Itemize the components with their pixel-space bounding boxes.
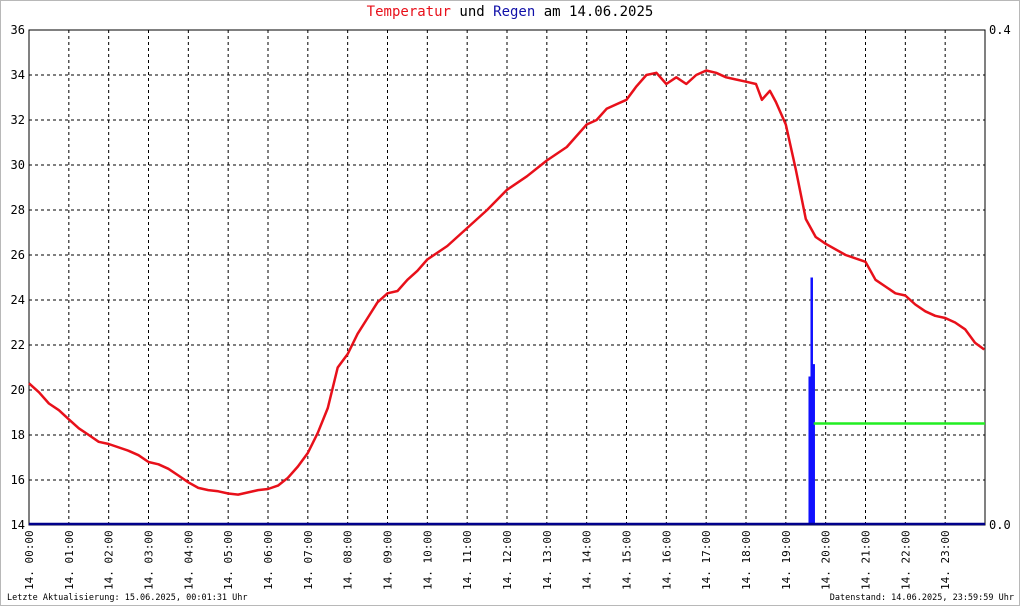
x-tick-label: 14. 00:00: [23, 530, 36, 590]
y-tick-label: 26: [11, 248, 25, 262]
y-tick-label: 20: [11, 383, 25, 397]
y-tick-label: 22: [11, 338, 25, 352]
x-axis-ticks: 14. 00:00 14. 01:00 14. 02:00 14. 03:00 14. …: [23, 530, 952, 590]
x-tick-label: 14. 15:00: [621, 530, 634, 590]
x-tick-label: 14. 08:00: [342, 530, 355, 590]
x-tick-label: 14. 04:00: [182, 530, 195, 590]
title-temperature: Temperatur: [366, 4, 451, 20]
y-tick-label: 30: [11, 158, 25, 172]
y-tick-label: 32: [11, 113, 25, 127]
title-rain: Regen: [493, 4, 536, 20]
x-tick-label: 14. 19:00: [780, 530, 793, 590]
y-tick-label: 18: [11, 428, 25, 442]
chart-title: Temperatur und Regen am 14.06.2025: [0, 4, 1020, 20]
last-update-text: Letzte Aktualisierung: 15.06.2025, 00:01…: [7, 593, 248, 603]
x-tick-label: 14. 06:00: [262, 530, 275, 590]
x-tick-label: 14. 13:00: [541, 530, 554, 590]
x-tick-label: 14. 07:00: [302, 530, 315, 590]
x-tick-label: 14. 05:00: [222, 530, 235, 590]
chart-series: [28, 69, 985, 526]
x-tick-label: 14. 20:00: [820, 530, 833, 590]
x-tick-label: 14. 21:00: [860, 530, 873, 590]
x-tick-label: 14. 01:00: [63, 530, 76, 590]
x-tick-label: 14. 14:00: [581, 530, 594, 590]
title-date: am 14.06.2025: [543, 4, 654, 20]
y-tick-label: 28: [11, 203, 25, 217]
x-tick-label: 14. 11:00: [461, 530, 474, 590]
data-status-text: Datenstand: 14.06.2025, 23:59:59 Uhr: [829, 593, 1014, 603]
x-tick-label: 14. 12:00: [501, 530, 514, 590]
y2-tick-label: 0.4: [989, 23, 1011, 37]
x-tick-label: 14. 02:00: [103, 530, 116, 590]
x-tick-label: 14. 18:00: [740, 530, 753, 590]
y-tick-label: 36: [11, 23, 25, 37]
temperature-line: [28, 69, 985, 496]
x-tick-label: 14. 03:00: [143, 530, 156, 590]
x-tick-label: 14. 22:00: [899, 530, 912, 590]
y2-axis-ticks: 0.0 0.4: [989, 23, 1011, 532]
chart-grid: [29, 30, 985, 525]
y-tick-label: 24: [11, 293, 25, 307]
x-tick-label: 14. 09:00: [382, 530, 395, 590]
y2-tick-label: 0.0: [989, 518, 1011, 532]
y-tick-label: 34: [11, 68, 25, 82]
y-axis-ticks: 14 16 18 20 22 24 26 28 30 32 34 36: [11, 23, 25, 532]
title-and: und: [459, 4, 485, 20]
x-tick-label: 14. 17:00: [700, 530, 713, 590]
y-tick-label: 14: [11, 518, 25, 532]
x-tick-label: 14. 10:00: [421, 530, 434, 590]
x-tick-label: 14. 16:00: [660, 530, 673, 590]
y-tick-label: 16: [11, 473, 25, 487]
x-tick-label: 14. 23:00: [939, 530, 952, 590]
